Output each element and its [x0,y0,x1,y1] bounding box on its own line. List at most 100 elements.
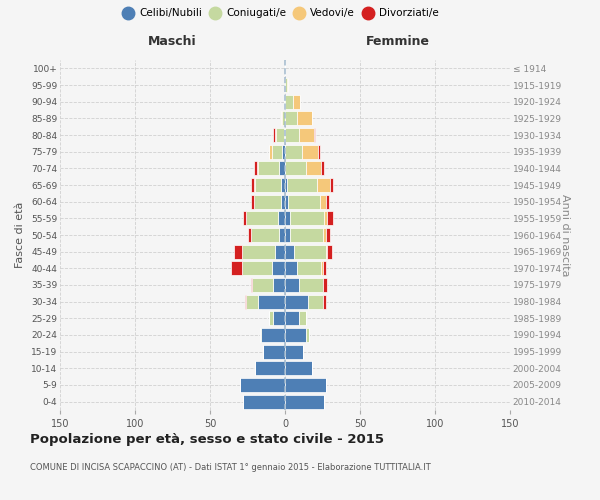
Bar [306,162,321,175]
Bar [261,328,285,342]
Bar [254,178,255,192]
Bar [290,228,323,242]
Bar [285,261,297,276]
Bar [321,162,324,175]
Bar [285,244,294,259]
Text: Femmine: Femmine [365,36,430,49]
Bar [255,178,281,192]
Bar [285,211,290,226]
Bar [285,128,299,142]
Bar [287,78,288,92]
Bar [285,194,288,209]
Bar [293,94,300,109]
Bar [321,261,323,276]
Bar [308,294,323,308]
Bar [282,112,285,126]
Bar [248,228,251,242]
Bar [285,112,297,126]
Bar [276,128,284,142]
Bar [297,112,312,126]
Bar [318,144,320,159]
Bar [288,194,320,209]
Bar [281,194,285,209]
Bar [285,394,324,409]
Bar [285,344,303,359]
Bar [231,261,241,276]
Bar [271,144,282,159]
Bar [323,278,327,292]
Bar [285,144,302,159]
Bar [241,244,275,259]
Bar [269,311,273,326]
Bar [287,178,317,192]
Bar [323,261,325,276]
Bar [290,211,324,226]
Bar [234,244,241,259]
Bar [285,178,287,192]
Bar [279,162,285,175]
Bar [314,128,315,142]
Bar [285,378,325,392]
Bar [251,278,252,292]
Bar [299,128,314,142]
Bar [284,94,285,109]
Bar [320,194,325,209]
Legend: Celibi/Nubili, Coniugati/e, Vedovi/e, Divorziati/e: Celibi/Nubili, Coniugati/e, Vedovi/e, Di… [124,6,440,20]
Bar [273,278,285,292]
Bar [285,361,312,376]
Text: Maschi: Maschi [148,36,197,49]
Bar [325,194,329,209]
Bar [252,278,273,292]
Bar [251,228,279,242]
Text: COMUNE DI INCISA SCAPACCINO (AT) - Dati ISTAT 1° gennaio 2015 - Elaborazione TUT: COMUNE DI INCISA SCAPACCINO (AT) - Dati … [30,462,431,471]
Bar [285,294,308,308]
Bar [285,94,293,109]
Bar [285,328,306,342]
Bar [294,244,325,259]
Bar [255,361,285,376]
Bar [277,211,285,226]
Bar [285,162,306,175]
Bar [282,144,285,159]
Bar [324,211,327,226]
Bar [251,178,254,192]
Bar [285,311,299,326]
Bar [275,128,276,142]
Bar [258,162,279,175]
Bar [243,394,285,409]
Y-axis label: Anni di nascita: Anni di nascita [560,194,571,276]
Bar [254,194,281,209]
Bar [246,211,277,226]
Bar [281,112,282,126]
Bar [241,261,271,276]
Bar [240,378,285,392]
Bar [330,178,333,192]
Bar [257,162,258,175]
Y-axis label: Fasce di età: Fasce di età [16,202,25,268]
Text: Popolazione per età, sesso e stato civile - 2015: Popolazione per età, sesso e stato civil… [30,432,384,446]
Bar [297,261,321,276]
Bar [327,211,333,226]
Bar [279,228,285,242]
Bar [325,228,330,242]
Bar [284,128,285,142]
Bar [251,194,254,209]
Bar [306,328,309,342]
Bar [285,78,287,92]
Bar [273,311,285,326]
Bar [271,261,285,276]
Bar [269,144,271,159]
Bar [254,162,257,175]
Bar [245,294,246,308]
Bar [317,178,330,192]
Bar [323,228,325,242]
Bar [323,294,325,308]
Bar [281,178,285,192]
Bar [302,144,318,159]
Bar [246,294,258,308]
Bar [260,328,261,342]
Bar [263,344,285,359]
Bar [285,278,299,292]
Bar [273,128,275,142]
Bar [285,228,290,242]
